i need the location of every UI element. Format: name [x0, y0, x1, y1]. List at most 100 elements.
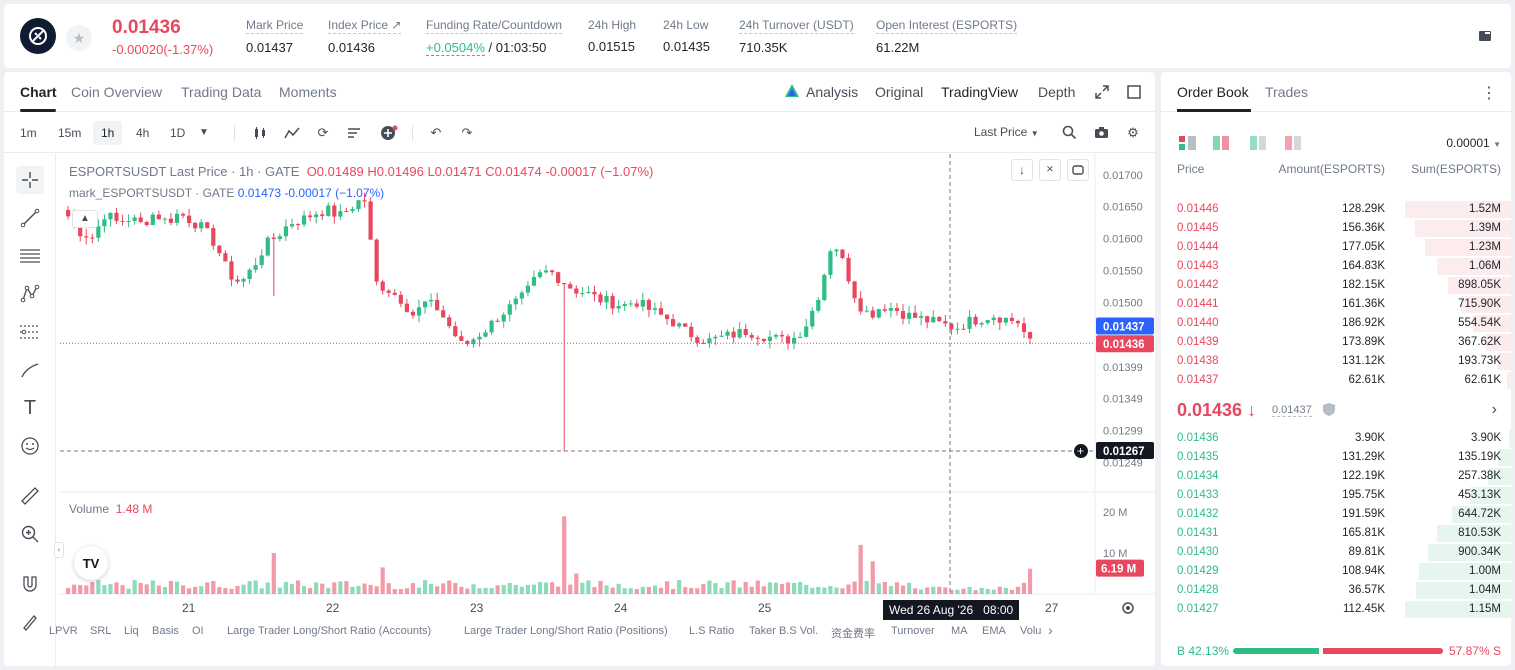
price-chart[interactable]: 0.01700 0.01650 0.01600 0.01550 0.01500 0.013…: [54, 154, 1155, 666]
collapse-sidebar-handle[interactable]: ‹: [54, 542, 64, 558]
ask-row[interactable]: 0.01443 164.83K 1.06M: [1161, 257, 1511, 276]
caret-down-icon[interactable]: ▼: [199, 127, 209, 138]
emoji-icon[interactable]: [16, 432, 44, 460]
bid-row[interactable]: 0.01427 112.45K 1.15M: [1161, 600, 1511, 619]
time-axis-settings-icon[interactable]: [1120, 600, 1136, 616]
fib-icon[interactable]: [16, 318, 44, 346]
bid-row[interactable]: 0.01430 89.81K 900.34K: [1161, 543, 1511, 562]
stat-index-price[interactable]: Index Price ↗ 0.01436: [328, 18, 402, 55]
stat-funding-rate[interactable]: Funding Rate/Countdown +0.0504% / 01:03:…: [426, 18, 563, 56]
camera-icon[interactable]: [1093, 125, 1109, 141]
indicator-5[interactable]: Large Trader Long/Short Ratio (Accounts): [227, 625, 432, 637]
mode-depth[interactable]: Depth: [1038, 84, 1076, 100]
timeframe-1d[interactable]: 1D: [170, 126, 186, 140]
indicator-4[interactable]: OI: [192, 625, 204, 637]
tab-coin-overview[interactable]: Coin Overview: [71, 84, 163, 100]
candle-type-icon[interactable]: [252, 125, 268, 141]
search-icon[interactable]: [1061, 125, 1077, 141]
gear-icon[interactable]: ⚙: [1127, 125, 1139, 140]
lock-pen-icon[interactable]: [16, 608, 44, 636]
indicator-7[interactable]: L.S Ratio: [689, 625, 735, 637]
volume-bar: [144, 584, 149, 594]
indicators-icon[interactable]: [284, 125, 300, 141]
indicator-8[interactable]: Taker B.S Vol.: [749, 625, 819, 637]
window-icon[interactable]: [1127, 85, 1141, 104]
ask-row[interactable]: 0.01444 177.05K 1.23M: [1161, 238, 1511, 257]
indicator-12[interactable]: EMA: [982, 625, 1006, 637]
price-type-select[interactable]: Last Price ▼: [974, 125, 1039, 139]
tab-trades[interactable]: Trades: [1265, 84, 1309, 100]
volume-bar: [785, 582, 791, 594]
scroll-right-icon[interactable]: ›: [1048, 622, 1053, 638]
ask-row[interactable]: 0.01438 131.12K 193.73K: [1161, 352, 1511, 371]
indicator-2[interactable]: Liq: [124, 625, 139, 637]
timeframe-1h[interactable]: 1h: [93, 121, 123, 145]
redo-icon[interactable]: ↷: [461, 125, 473, 140]
ask-row[interactable]: 0.01445 156.36K 1.39M: [1161, 219, 1511, 238]
mode-original[interactable]: Original: [875, 84, 924, 100]
favorite-star-icon[interactable]: ★: [66, 25, 92, 51]
indicator-11[interactable]: MA: [951, 625, 968, 637]
bid-row[interactable]: 0.01428 36.57K 1.04M: [1161, 581, 1511, 600]
ask-row[interactable]: 0.01446 128.29K 1.52M: [1161, 200, 1511, 219]
indicator-1[interactable]: SRL: [90, 625, 112, 637]
stat-mark-price[interactable]: Mark Price 0.01437: [246, 18, 304, 55]
volume-bar: [683, 587, 688, 594]
chevron-right-icon[interactable]: ›: [1491, 401, 1497, 418]
indicator-6[interactable]: Large Trader Long/Short Ratio (Positions…: [464, 625, 668, 637]
depth-bar: [1418, 563, 1511, 580]
bid-row[interactable]: 0.01436 3.90K 3.90K: [1161, 429, 1511, 448]
bid-row[interactable]: 0.01435 131.29K 135.19K: [1161, 448, 1511, 467]
bid-row[interactable]: 0.01432 191.59K 644.72K: [1161, 505, 1511, 524]
view-asks-icon[interactable]: [1285, 135, 1303, 156]
add-indicator-icon[interactable]: [380, 125, 398, 141]
crosshair-icon[interactable]: [16, 166, 44, 194]
tab-moments[interactable]: Moments: [279, 84, 337, 100]
tab-chart[interactable]: Chart: [20, 84, 57, 100]
ruler-icon[interactable]: [16, 482, 44, 510]
text-icon[interactable]: T: [23, 396, 37, 419]
ask-row[interactable]: 0.01441 161.36K 715.90K: [1161, 295, 1511, 314]
undo-icon[interactable]: ↶: [430, 125, 442, 140]
indicator-10[interactable]: Turnover: [891, 625, 935, 637]
precision-select[interactable]: 0.00001 ▼: [1446, 136, 1501, 150]
bid-row[interactable]: 0.01434 122.19K 257.38K: [1161, 467, 1511, 486]
tab-order-book[interactable]: Order Book: [1177, 84, 1249, 100]
collapse-legend-button[interactable]: ▲: [72, 210, 98, 228]
bid-row[interactable]: 0.01433 195.75K 453.13K: [1161, 486, 1511, 505]
ask-row[interactable]: 0.01437 62.61K 62.61K: [1161, 371, 1511, 390]
pattern-icon[interactable]: [16, 280, 44, 308]
timeframe-15m[interactable]: 15m: [58, 126, 82, 140]
book-icon[interactable]: [1475, 26, 1495, 46]
ask-row[interactable]: 0.01440 186.92K 554.54K: [1161, 314, 1511, 333]
bid-row[interactable]: 0.01429 108.94K 1.00M: [1161, 562, 1511, 581]
horizontal-lines-icon[interactable]: [16, 242, 44, 270]
indicator-0[interactable]: LPVR: [49, 625, 78, 637]
indicator-13[interactable]: Volu: [1020, 625, 1042, 637]
bid-row[interactable]: 0.01431 165.81K 810.53K: [1161, 524, 1511, 543]
view-bids-asks-icon[interactable]: [1213, 135, 1231, 156]
collapse-icon[interactable]: ⨯: [1039, 159, 1061, 181]
fullscreen-icon[interactable]: [1067, 159, 1089, 181]
brush-icon[interactable]: [16, 356, 44, 384]
magnet-icon[interactable]: [16, 570, 44, 598]
scroll-down-icon[interactable]: ↓: [1011, 159, 1033, 181]
mode-analysis[interactable]: Analysis: [806, 84, 859, 100]
replay-icon[interactable]: ⟳: [317, 125, 329, 140]
template-icon[interactable]: [346, 125, 362, 141]
expand-icon[interactable]: [1095, 85, 1109, 104]
ask-row[interactable]: 0.01442 182.15K 898.05K: [1161, 276, 1511, 295]
trend-line-icon[interactable]: [16, 204, 44, 232]
timeframe-4h[interactable]: 4h: [136, 126, 150, 140]
mode-tradingview[interactable]: TradingView: [941, 84, 1019, 100]
view-both-icon[interactable]: [1179, 135, 1197, 156]
timeframe-1m[interactable]: 1m: [20, 126, 37, 140]
indicator-9[interactable]: 资金费率: [831, 628, 875, 640]
ask-row[interactable]: 0.01439 173.89K 367.62K: [1161, 333, 1511, 352]
more-menu-icon[interactable]: ⋮: [1481, 85, 1497, 102]
indicator-3[interactable]: Basis: [152, 625, 179, 637]
view-bids-icon[interactable]: [1250, 135, 1268, 156]
zoom-in-icon[interactable]: [16, 520, 44, 548]
candlestick-chart[interactable]: 0.01700 0.01650 0.01600 0.01550 0.01500 0.013…: [60, 154, 1155, 666]
tab-trading-data[interactable]: Trading Data: [181, 84, 262, 100]
